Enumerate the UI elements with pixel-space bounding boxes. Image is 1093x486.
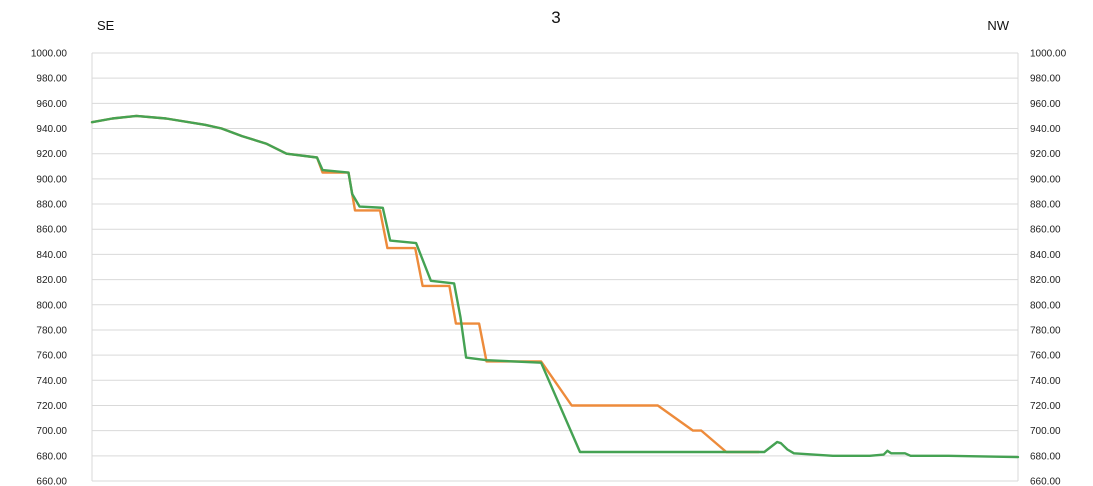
left-tick-label: 880.00 (36, 200, 67, 211)
left-tick-label: 940.00 (36, 124, 67, 135)
right-tick-label: 860.00 (1030, 225, 1061, 236)
left-tick-label: 900.00 (36, 174, 67, 185)
left-tick-label: 660.00 (36, 477, 67, 486)
right-tick-label: 680.00 (1030, 451, 1061, 462)
right-corner-label: NW (987, 18, 1009, 33)
right-tick-label: 960.00 (1030, 99, 1061, 110)
left-tick-label: 800.00 (36, 300, 67, 311)
series-layer (90, 114, 1020, 459)
right-tick-label: 920.00 (1030, 149, 1061, 160)
right-tick-label: 1000.00 (1030, 49, 1067, 60)
series-line-2 (90, 114, 1020, 459)
chart-title: 3 (551, 8, 560, 27)
left-y-axis: 1000.00 980.00 960.00 940.00 920.00 900.00 880… (31, 49, 68, 486)
left-corner-label: SE (97, 18, 115, 33)
left-tick-label: 840.00 (36, 250, 67, 261)
left-tick-label: 700.00 (36, 426, 67, 437)
right-tick-label: 760.00 (1030, 351, 1061, 362)
left-tick-label: 920.00 (36, 149, 67, 160)
left-tick-label: 760.00 (36, 351, 67, 362)
right-tick-label: 980.00 (1030, 74, 1061, 85)
right-tick-label: 940.00 (1030, 124, 1061, 135)
left-tick-label: 720.00 (36, 401, 67, 412)
left-tick-label: 980.00 (36, 74, 67, 85)
right-tick-label: 840.00 (1030, 250, 1061, 261)
right-y-axis: 1000.00 980.00 960.00 940.00 920.00 900.00 880… (1030, 49, 1067, 486)
right-tick-label: 660.00 (1030, 477, 1061, 486)
right-tick-label: 800.00 (1030, 300, 1061, 311)
right-tick-label: 700.00 (1030, 426, 1061, 437)
right-tick-label: 780.00 (1030, 325, 1061, 336)
left-tick-label: 960.00 (36, 99, 67, 110)
left-tick-label: 1000.00 (31, 49, 68, 60)
right-tick-label: 900.00 (1030, 174, 1061, 185)
right-tick-label: 720.00 (1030, 401, 1061, 412)
left-tick-label: 860.00 (36, 225, 67, 236)
left-tick-label: 680.00 (36, 451, 67, 462)
right-tick-label: 880.00 (1030, 200, 1061, 211)
right-tick-label: 820.00 (1030, 275, 1061, 286)
right-tick-label: 740.00 (1030, 376, 1061, 387)
left-tick-label: 820.00 (36, 275, 67, 286)
left-tick-label: 740.00 (36, 376, 67, 387)
left-tick-label: 780.00 (36, 325, 67, 336)
